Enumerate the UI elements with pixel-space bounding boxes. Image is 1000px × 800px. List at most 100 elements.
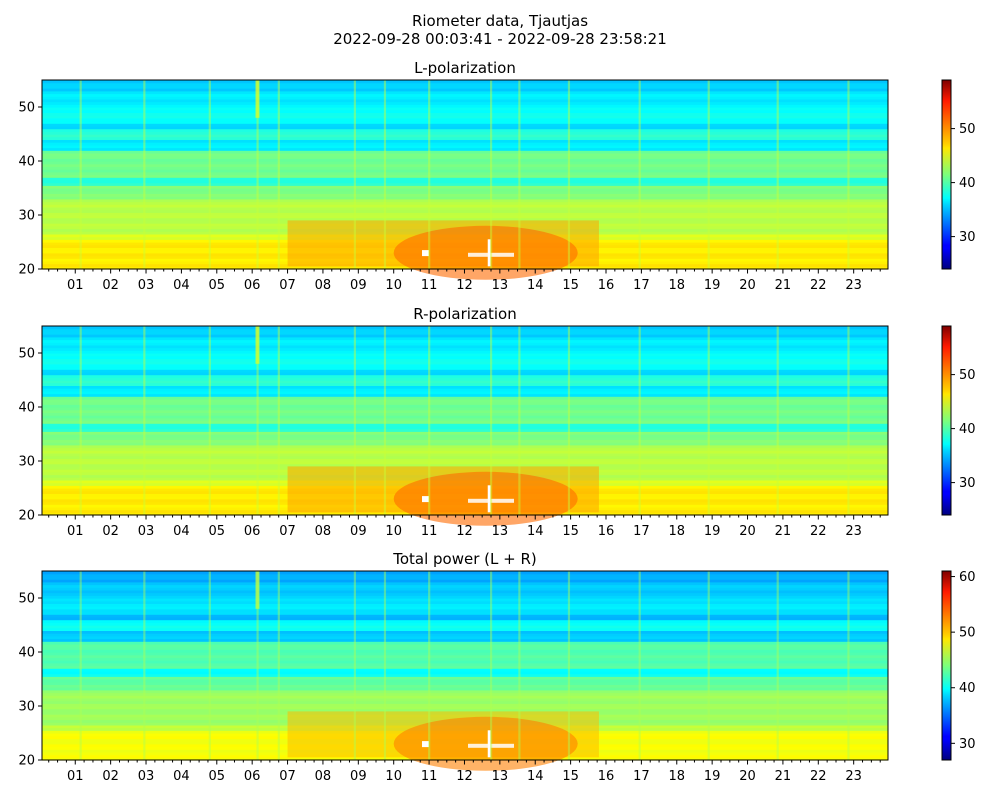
plot-frame (41, 79, 889, 270)
x-tick-label: 09 (350, 524, 367, 539)
x-tick-label: 22 (810, 769, 827, 784)
x-tick-label: 20 (739, 769, 756, 784)
figure-title: Riometer data, Tjautjas 2022-09-28 00:03… (0, 12, 1000, 48)
y-tick-label: 20 (18, 263, 35, 278)
colorbar-tick-label: 60 (959, 570, 976, 585)
figure-title-line1: Riometer data, Tjautjas (411, 12, 589, 30)
y-tick-label: 20 (18, 509, 35, 524)
x-tick-label: 12 (456, 769, 473, 784)
x-tick-label: 01 (67, 524, 84, 539)
x-tick-label: 13 (492, 278, 509, 293)
x-tick-label: 15 (562, 524, 579, 539)
colorbar: 30 40 50 60 (941, 570, 976, 761)
x-tick-label: 07 (279, 769, 296, 784)
x-tick-label: 14 (527, 769, 544, 784)
x-tick-label: 04 (173, 524, 190, 539)
x-tick-label: 19 (704, 278, 721, 293)
x-tick-label: 19 (704, 524, 721, 539)
heatmap-daytime-enhancement (287, 466, 599, 526)
y-tick-label: 50 (18, 347, 35, 362)
colorbar-tick-label: 40 (959, 681, 976, 696)
x-tick-label: 21 (775, 524, 792, 539)
heatmap-daytime-enhancement (287, 711, 599, 771)
x-tick-label: 18 (668, 524, 685, 539)
x-tick-label: 21 (775, 278, 792, 293)
colorbar: 30 40 50 (941, 79, 976, 270)
colorbar-tick-label: 30 (959, 737, 976, 752)
x-tick-label: 04 (173, 769, 190, 784)
x-tick-label: 18 (668, 278, 685, 293)
x-tick-label: 14 (527, 524, 544, 539)
colorbar-tick-label: 40 (959, 176, 976, 191)
x-tick-label: 07 (279, 278, 296, 293)
colorbar-tick-label: 50 (959, 122, 976, 137)
heatmap-streaks (79, 571, 850, 760)
y-tick-label: 40 (18, 401, 35, 416)
x-tick-label: 10 (385, 769, 402, 784)
x-tick-label: 09 (350, 278, 367, 293)
x-tick-label: 18 (668, 769, 685, 784)
panel-title: R-polarization (413, 305, 516, 323)
colorbar: 30 40 50 (941, 325, 976, 516)
colorbar-tick-label: 50 (959, 626, 976, 641)
x-tick-label: 12 (456, 278, 473, 293)
x-tick-label: 09 (350, 769, 367, 784)
plot-frame (41, 325, 889, 516)
x-tick-label: 15 (562, 769, 579, 784)
x-tick-label: 16 (598, 524, 615, 539)
x-tick-label: 17 (633, 278, 650, 293)
x-tick-label: 12 (456, 524, 473, 539)
y-tick-label: 30 (18, 209, 35, 224)
x-tick-label: 05 (209, 769, 226, 784)
x-tick-label: 08 (315, 278, 332, 293)
colorbar-gradient (941, 570, 952, 761)
figure-title-line2: 2022-09-28 00:03:41 - 2022-09-28 23:58:2… (333, 30, 667, 48)
x-tick-label: 22 (810, 278, 827, 293)
colorbar-gradient (941, 79, 952, 270)
x-tick-label: 07 (279, 524, 296, 539)
x-tick-label: 01 (67, 278, 84, 293)
heatmap-streaks (79, 80, 850, 269)
x-tick-label: 08 (315, 524, 332, 539)
x-tick-label: 20 (739, 278, 756, 293)
x-tick-label: 02 (102, 278, 119, 293)
panel-title: Total power (L + R) (392, 550, 537, 568)
y-tick-label: 30 (18, 455, 35, 470)
x-tick-label: 04 (173, 278, 190, 293)
x-tick-label: 01 (67, 769, 84, 784)
panel-3: Total power (L + R) 20 30 40 50 01 02 03 04 05 06 0… (18, 550, 975, 784)
x-tick-label: 11 (421, 524, 438, 539)
panel-title: L-polarization (414, 59, 516, 77)
x-tick-label: 11 (421, 769, 438, 784)
x-tick-label: 17 (633, 524, 650, 539)
x-tick-label: 05 (209, 524, 226, 539)
x-tick-label: 13 (492, 524, 509, 539)
heatmap-daytime-enhancement (287, 220, 599, 280)
panel-1: L-polarization 20 30 40 50 01 02 03 04 05 06 07 08 09… (18, 59, 975, 293)
x-tick-label: 23 (845, 524, 862, 539)
x-tick-label: 03 (138, 278, 155, 293)
x-tick-label: 10 (385, 278, 402, 293)
x-tick-label: 11 (421, 278, 438, 293)
colorbar-tick-label: 40 (959, 422, 976, 437)
x-tick-label: 10 (385, 524, 402, 539)
x-tick-label: 06 (244, 524, 261, 539)
x-tick-label: 03 (138, 524, 155, 539)
y-tick-label: 50 (18, 101, 35, 116)
y-tick-label: 50 (18, 592, 35, 607)
panel-2: R-polarization 20 30 40 50 01 02 03 04 05 06 07 08 09… (18, 305, 975, 539)
heatmap-streaks (79, 326, 850, 515)
x-tick-label: 16 (598, 769, 615, 784)
x-tick-label: 05 (209, 278, 226, 293)
colorbar-tick-label: 50 (959, 368, 976, 383)
plot-frame (41, 570, 889, 761)
y-tick-label: 20 (18, 754, 35, 769)
x-tick-label: 02 (102, 769, 119, 784)
colorbar-tick-label: 30 (959, 230, 976, 245)
x-tick-label: 06 (244, 278, 261, 293)
colorbar-gradient (941, 325, 952, 516)
x-tick-label: 19 (704, 769, 721, 784)
x-tick-label: 21 (775, 769, 792, 784)
x-tick-label: 06 (244, 769, 261, 784)
